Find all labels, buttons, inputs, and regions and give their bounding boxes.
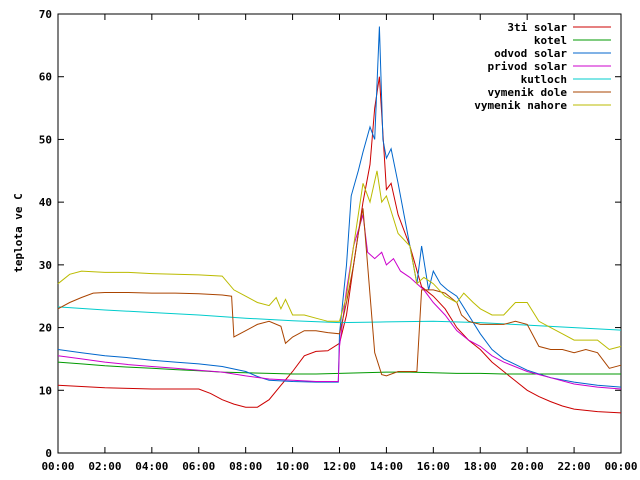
- x-tick-label: 22:00: [558, 460, 591, 473]
- x-tick-label: 00:00: [604, 460, 637, 473]
- y-tick-label: 30: [39, 259, 52, 272]
- x-tick-label: 04:00: [135, 460, 168, 473]
- series-line-privod-solar: [57, 214, 622, 390]
- series-line-vymenik-nahore: [57, 170, 622, 351]
- series-line-odvod-solar: [57, 26, 622, 388]
- legend-label: 3ti solar: [507, 21, 567, 34]
- series-line-kotel: [57, 361, 621, 375]
- series-line-3ti-solar: [57, 76, 622, 414]
- x-tick-label: 08:00: [229, 460, 262, 473]
- y-tick-label: 50: [39, 133, 52, 146]
- legend-label: vymenik dole: [488, 86, 568, 99]
- series-layer: [57, 26, 622, 414]
- legend-label: kutloch: [521, 73, 567, 86]
- x-tick-label: 20:00: [511, 460, 544, 473]
- x-tick-label: 12:00: [323, 460, 356, 473]
- x-tick-label: 10:00: [276, 460, 309, 473]
- x-tick-label: 18:00: [464, 460, 497, 473]
- x-tick-label: 16:00: [417, 460, 450, 473]
- legend-label: vymenik nahore: [474, 99, 567, 112]
- y-tick-label: 20: [39, 322, 52, 335]
- series-line-kutloch: [57, 306, 622, 331]
- x-tick-label: 06:00: [182, 460, 215, 473]
- y-tick-label: 70: [39, 8, 52, 21]
- x-tick-label: 14:00: [370, 460, 403, 473]
- y-tick-label: 60: [39, 71, 52, 84]
- y-tick-label: 0: [45, 447, 52, 460]
- legend-label: odvod solar: [494, 47, 567, 60]
- legend-label: kotel: [534, 34, 567, 47]
- series-line-vymenik-dole: [57, 208, 622, 377]
- y-tick-label: 10: [39, 384, 52, 397]
- y-axis-title: teplota ve C: [12, 193, 25, 272]
- x-tick-label: 00:00: [41, 460, 74, 473]
- ticks-layer: 0 10 20 30 40 50 60 70 00:00 02:00 04:00 06:00 08:00…: [39, 8, 638, 473]
- x-tick-label: 02:00: [88, 460, 121, 473]
- legend-label: privod solar: [488, 60, 568, 73]
- y-tick-label: 40: [39, 196, 52, 209]
